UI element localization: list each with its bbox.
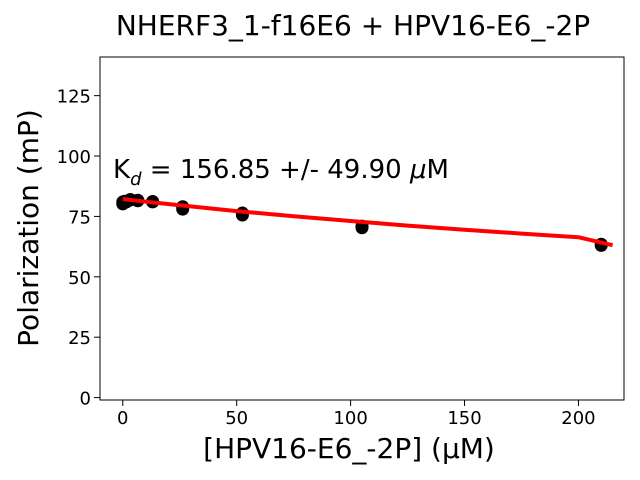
- x-tick-label: 200: [561, 408, 595, 429]
- chart-title: NHERF3_1-f16E6 + HPV16-E6_-2P: [116, 9, 590, 42]
- y-axis-label: Polarization (mP): [12, 109, 45, 347]
- y-tick-label: 0: [80, 389, 91, 410]
- kd-unit: M: [427, 155, 449, 185]
- kd-value: = 156.85 +/- 49.90: [142, 155, 410, 185]
- plot-area: [116, 193, 614, 252]
- y-tick-label: 125: [57, 87, 91, 108]
- x-tick-label: 50: [225, 408, 248, 429]
- kd-subscript: d: [130, 169, 142, 190]
- y-tick-label: 25: [68, 328, 91, 349]
- fit-curve: [122, 197, 614, 248]
- y-tick-label: 50: [68, 268, 91, 289]
- x-axis-label: [HPV16-E6_-2P] (µM): [203, 432, 495, 465]
- x-tick-label: 100: [333, 408, 367, 429]
- y-axis: 0 25 50 75 100 125: [57, 87, 100, 410]
- kd-annotation: Kd = 156.85 +/- 49.90 μM: [113, 155, 449, 190]
- y-tick-label: 100: [57, 147, 91, 168]
- x-tick-label: 150: [447, 408, 481, 429]
- axes-frame: [99, 56, 625, 401]
- x-axis: 0 50 100 150 200: [117, 400, 596, 429]
- kd-symbol: K: [113, 155, 131, 185]
- y-tick-label: 75: [68, 207, 91, 228]
- x-tick-label: 0: [117, 408, 128, 429]
- kd-mu: μ: [409, 155, 427, 185]
